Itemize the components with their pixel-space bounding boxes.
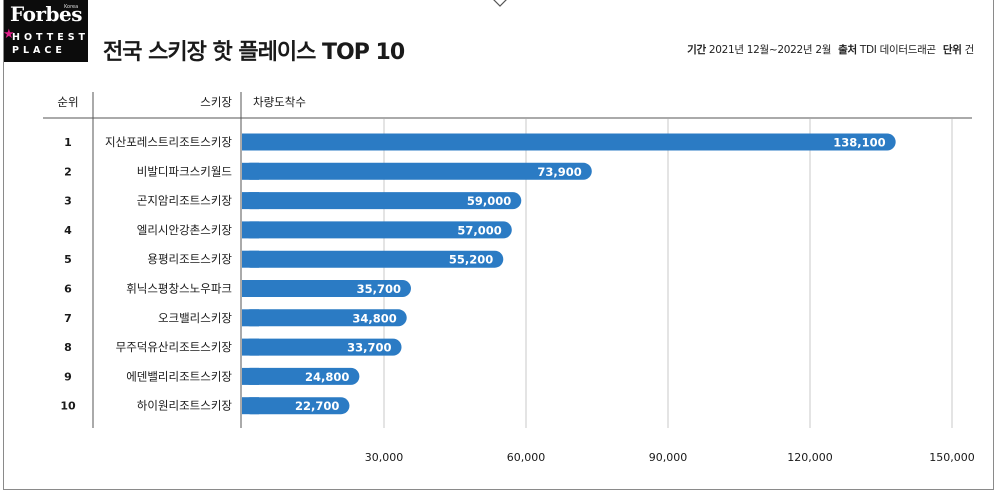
page-title: 전국 스키장 핫 플레이스 TOP 10: [103, 40, 405, 65]
value-label: 22,700: [295, 399, 339, 413]
value-label: 59,000: [467, 194, 511, 208]
resort-name: 하이원리조트스키장: [137, 399, 233, 413]
unit-label: 단위: [942, 44, 962, 56]
bar: [242, 280, 411, 297]
rank-label: 7: [64, 312, 72, 325]
bar: [242, 250, 504, 268]
bar-left-edge: [242, 133, 259, 151]
bar: [242, 221, 512, 239]
unit-value: 건: [964, 44, 975, 56]
forbes-hottest-place-logo: Forbes Korea ★ HOTTEST PLACE: [3, 0, 90, 62]
bar: [242, 397, 350, 415]
rank-label: 9: [64, 370, 72, 383]
rank-label: 4: [64, 224, 72, 237]
value-label: 73,900: [537, 165, 581, 179]
brand-wordmark: Forbes: [10, 2, 82, 26]
bar: [242, 367, 360, 385]
rank-label: 8: [64, 341, 72, 354]
x-tick-label: 30,000: [365, 451, 404, 464]
resort-name: 비발디파크스키월드: [137, 164, 232, 178]
bar-left-edge: [242, 397, 259, 415]
star-icon: ★: [3, 27, 15, 42]
chevron-down-icon: [493, 0, 507, 7]
rank-label: 6: [64, 283, 72, 296]
x-tick-label: 120,000: [787, 451, 833, 464]
bar: [242, 133, 896, 151]
header-rank: 순위: [57, 95, 78, 109]
value-label: 55,200: [449, 253, 493, 267]
period-value: 2021년 12월~2022년 2월: [708, 44, 832, 56]
badge-line-place: PLACE: [12, 45, 66, 56]
rank-label: 3: [64, 195, 72, 208]
value-label: 24,800: [305, 370, 349, 384]
source-label: 출처: [838, 44, 857, 56]
rank-label: 5: [64, 253, 72, 266]
x-tick-label: 150,000: [929, 451, 975, 464]
bar-left-edge: [242, 367, 259, 385]
bar-left-edge: [242, 162, 259, 180]
header-arrivals: 차량도착수: [253, 95, 306, 109]
resort-name: 휘닉스평창스노우파크: [126, 282, 232, 296]
resort-name: 지산포레스트리조트스키장: [105, 135, 232, 149]
bar: [242, 162, 592, 180]
chart-frame: [3, 0, 994, 490]
bar-left-edge: [242, 221, 259, 239]
value-label: 35,700: [357, 282, 401, 296]
rank-label: 10: [60, 400, 76, 413]
period-label: 기간: [687, 44, 706, 56]
resort-name: 에덴밸리리조트스키장: [126, 369, 232, 383]
bar: [242, 309, 407, 327]
chart-meta: 기간 2021년 12월~2022년 2월 출처 TDI 데이터드래곤 단위 건: [687, 42, 978, 57]
bar-left-edge: [242, 338, 259, 356]
resort-name: 곤지암리조트스키장: [137, 194, 233, 208]
brand-region: Korea: [64, 4, 79, 10]
resort-name: 오크밸리스키장: [158, 311, 232, 325]
resort-name: 무주덕유산리조트스키장: [116, 340, 233, 354]
rank-label: 1: [64, 136, 72, 149]
bar: [242, 338, 402, 356]
header-resort: 스키장: [200, 95, 232, 109]
x-tick-label: 90,000: [649, 451, 688, 464]
value-label: 33,700: [347, 341, 391, 355]
resort-name: 용평리조트스키장: [147, 252, 232, 266]
bar-left-edge: [242, 309, 259, 327]
bar-left-edge: [242, 192, 259, 210]
x-tick-label: 60,000: [507, 451, 546, 464]
bar-left-edge: [242, 250, 259, 268]
value-label: 138,100: [833, 136, 885, 150]
badge-line-hottest: HOTTEST: [12, 32, 90, 43]
bar: [242, 192, 522, 210]
resort-name: 엘리시안강촌스키장: [137, 223, 233, 237]
source-value: TDI 데이터드래곤: [859, 44, 936, 56]
bar-left-edge: [242, 280, 259, 297]
value-label: 34,800: [352, 311, 396, 325]
rank-label: 2: [64, 165, 72, 178]
value-label: 57,000: [457, 223, 501, 237]
